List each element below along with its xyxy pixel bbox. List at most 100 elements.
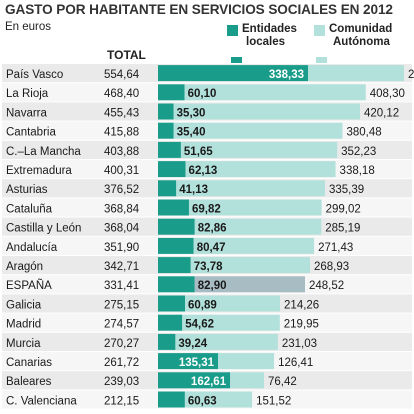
data-label-local: 82,86 [198, 223, 227, 235]
bar-local [158, 237, 194, 254]
data-label-autonomy: 352,23 [341, 146, 376, 158]
legend-swatch-local [227, 25, 238, 36]
legend-label-local-2: locales [246, 36, 285, 48]
data-label-autonomy: 380,48 [346, 127, 381, 139]
bar-local [158, 353, 219, 370]
data-label-local: 338,33 [269, 69, 304, 81]
category-label: ESPAÑA [6, 279, 52, 292]
category-label: Andalucía [6, 242, 58, 254]
total-value: 351,90 [104, 242, 139, 254]
total-value: 331,41 [104, 280, 139, 292]
category-label: C.–La Mancha [6, 146, 81, 158]
legend-label-autonomy-2: Autónoma [333, 36, 390, 48]
total-value: 342,71 [104, 261, 139, 273]
data-label-autonomy: 151,52 [256, 395, 291, 407]
bar-autonomy [185, 161, 336, 178]
bar-autonomy [176, 180, 325, 197]
bar-local [158, 276, 195, 293]
data-label-autonomy: 126,41 [278, 357, 313, 369]
data-label-local: 35,40 [177, 127, 206, 139]
total-value: 376,52 [104, 184, 139, 196]
bar-local [158, 333, 176, 350]
total-value: 274,57 [104, 319, 139, 331]
category-label: Madrid [6, 319, 41, 331]
bar-autonomy [182, 314, 280, 331]
data-label-autonomy: 285,19 [325, 223, 360, 235]
bar-local [158, 180, 177, 197]
data-label-autonomy: 214,26 [284, 299, 319, 311]
data-label-local: 162,61 [191, 376, 227, 388]
data-label-local: 82,90 [198, 280, 227, 292]
total-value: 415,88 [104, 127, 139, 139]
bar-autonomy [218, 353, 275, 370]
bar-local [158, 103, 174, 120]
bar-autonomy [190, 257, 311, 274]
total-value: 270,27 [104, 338, 139, 350]
bar-autonomy [175, 333, 278, 350]
bar-local [158, 65, 309, 82]
legend-marker-autonomy [316, 57, 327, 63]
category-label: Baleares [6, 376, 52, 388]
data-label-local: 135,31 [179, 357, 215, 369]
bar-autonomy [184, 84, 366, 101]
bar-local [158, 372, 231, 389]
bar-local [158, 218, 195, 235]
legend-label-autonomy-1: Comunidad [329, 23, 393, 35]
total-value: 261,72 [104, 357, 139, 369]
data-label-local: 60,10 [188, 88, 217, 100]
total-value: 554,64 [104, 69, 140, 81]
total-value: 275,15 [104, 299, 139, 311]
bar-local [158, 122, 174, 139]
category-label: Cantabria [6, 127, 56, 139]
category-label: Canarias [6, 357, 52, 369]
category-label: Castilla y León [6, 223, 81, 235]
data-label-autonomy: 335,39 [329, 184, 364, 196]
bar-autonomy [308, 65, 405, 82]
total-value: 212,15 [104, 395, 139, 407]
category-label: Cataluña [6, 203, 53, 215]
bar-local [158, 314, 183, 331]
legend-label-local-1: Entidades [242, 23, 297, 35]
bar-autonomy [188, 199, 322, 216]
data-label-local: 39,24 [178, 338, 207, 350]
data-label-local: 73,78 [194, 261, 223, 273]
data-label-local: 62,13 [189, 165, 218, 177]
data-label-autonomy: 248,52 [309, 280, 344, 292]
total-value: 403,88 [104, 146, 139, 158]
data-label-autonomy: 216,32 [408, 69, 414, 81]
category-label: Galicia [6, 299, 42, 311]
data-label-autonomy: 299,02 [326, 203, 361, 215]
bar-local [158, 141, 181, 158]
data-label-local: 51,65 [184, 146, 213, 158]
data-label-local: 35,30 [177, 107, 206, 119]
data-label-autonomy: 420,12 [364, 107, 399, 119]
total-value: 239,03 [104, 376, 139, 388]
total-value: 468,40 [104, 88, 139, 100]
total-column-header: TOTAL [107, 48, 146, 62]
category-label: Asturias [6, 184, 48, 196]
bar-local [158, 84, 185, 101]
bar-autonomy [185, 295, 281, 312]
bar-local [158, 257, 191, 274]
bar-local [158, 199, 189, 216]
category-label: Aragón [6, 261, 43, 273]
data-label-autonomy: 338,18 [340, 165, 375, 177]
bar-autonomy [173, 103, 360, 120]
bar-autonomy [173, 122, 343, 139]
category-label: Murcia [6, 338, 41, 350]
legend-marker-local [231, 57, 242, 63]
category-label: Navarra [6, 107, 48, 119]
bar-autonomy [194, 276, 305, 293]
data-label-local: 80,47 [197, 242, 226, 254]
data-label-local: 41,13 [179, 184, 208, 196]
bar-autonomy [194, 218, 322, 235]
data-label-autonomy: 408,30 [370, 88, 405, 100]
legend-swatch-autonomy [314, 25, 325, 36]
category-label: País Vasco [6, 69, 63, 81]
total-value: 368,04 [104, 223, 140, 235]
chart-title: GASTO POR HABITANTE EN SERVICIOS SOCIALE… [5, 2, 393, 17]
total-value: 400,31 [104, 165, 139, 177]
data-label-autonomy: 76,42 [268, 376, 297, 388]
bar-autonomy [180, 141, 338, 158]
